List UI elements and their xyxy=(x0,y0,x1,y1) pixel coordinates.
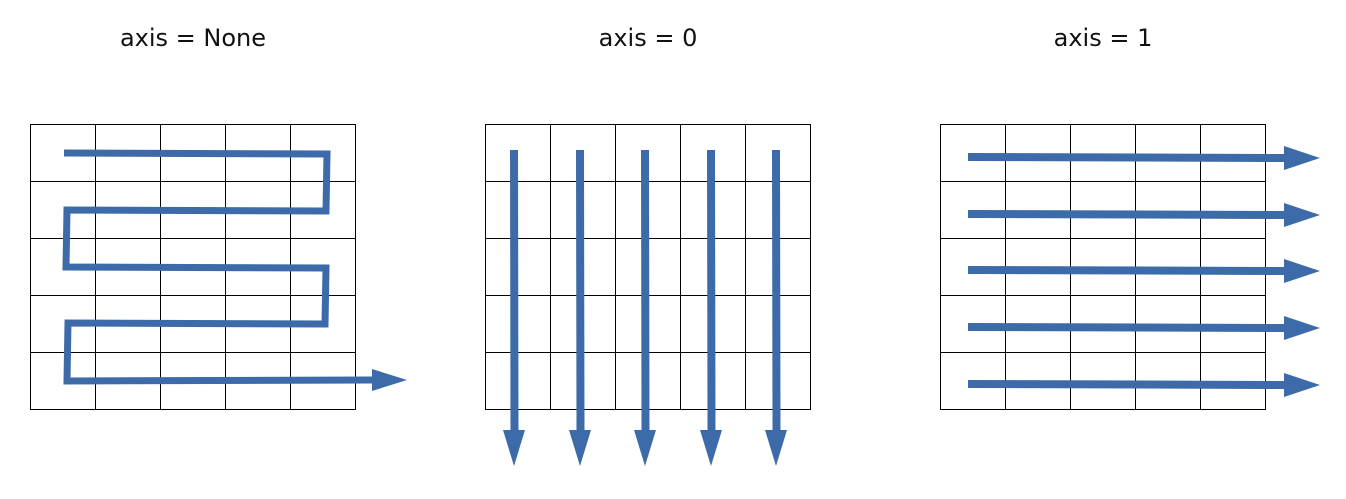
serpentine-arrow-head xyxy=(372,369,407,391)
down-arrow-line-1 xyxy=(510,149,519,433)
down-arrow-line-5 xyxy=(772,149,781,433)
right-arrow-head-3 xyxy=(1284,259,1320,283)
down-arrow-line-4 xyxy=(707,149,716,433)
grid-1-cell-0-2 xyxy=(1070,124,1136,182)
right-arrow-line-4 xyxy=(967,323,1287,332)
grid-1-cell-1-4 xyxy=(1200,181,1266,239)
right-arrow-head-4 xyxy=(1284,316,1320,340)
right-arrow-line-1 xyxy=(967,153,1287,162)
grid-1-cell-1-1 xyxy=(1005,181,1071,239)
right-arrow-head-5 xyxy=(1284,373,1320,397)
grid-1-cell-0-0 xyxy=(940,124,1006,182)
serpentine-arrow-path xyxy=(62,149,374,385)
grid-1-cell-0-1 xyxy=(1005,124,1071,182)
panel-title-axis-1: axis = 1 xyxy=(1053,24,1153,52)
down-arrow-line-2 xyxy=(576,149,585,433)
grid-1-cell-0-3 xyxy=(1135,124,1201,182)
down-arrow-head-1 xyxy=(503,430,525,466)
right-arrow-line-2 xyxy=(967,210,1287,219)
grid-1-cell-1-3 xyxy=(1135,181,1201,239)
arrows-axis-none xyxy=(62,149,407,391)
down-arrow-head-5 xyxy=(765,430,787,466)
right-arrow-line-5 xyxy=(967,380,1287,389)
grid-1-cell-1-0 xyxy=(940,181,1006,239)
arrows-axis-1 xyxy=(967,146,1320,397)
right-arrow-line-3 xyxy=(967,266,1287,275)
right-arrow-head-2 xyxy=(1284,203,1320,227)
grid-1-cell-1-2 xyxy=(1070,181,1136,239)
grid-1-cell-0-4 xyxy=(1200,124,1266,182)
panel-title-axis-none: axis = None xyxy=(119,24,267,52)
right-arrow-head-1 xyxy=(1284,146,1320,170)
down-arrow-head-2 xyxy=(569,430,591,466)
arrows-axis-0 xyxy=(503,149,787,466)
down-arrow-head-4 xyxy=(700,430,722,466)
down-arrow-line-3 xyxy=(641,149,650,433)
panel-title-axis-0: axis = 0 xyxy=(598,24,698,52)
down-arrow-head-3 xyxy=(634,430,656,466)
